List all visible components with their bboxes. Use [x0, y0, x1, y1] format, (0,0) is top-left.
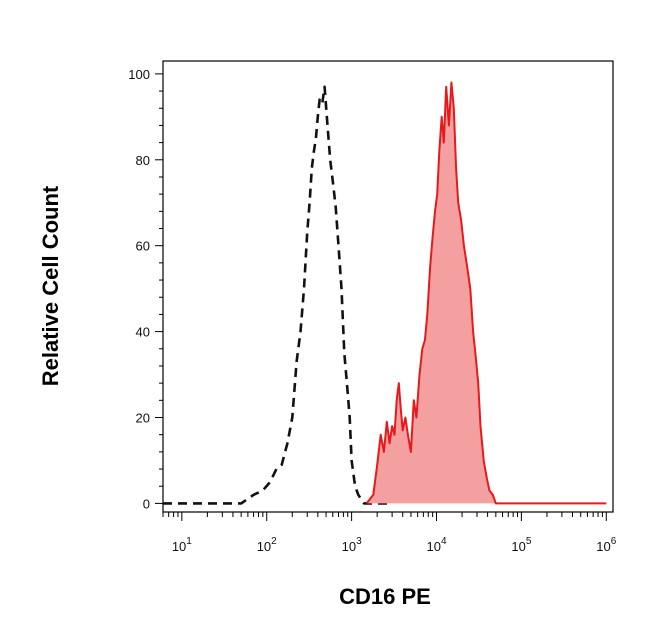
x-tick-label: 105	[511, 536, 531, 554]
axes-layer: 0 20 40 60 80 100 101 102 103 104 105 106	[128, 67, 616, 554]
x-tick-label: 106	[596, 536, 616, 554]
y-tick-label: 60	[136, 239, 150, 254]
y-axis-title: Relative Cell Count	[38, 185, 63, 386]
x-tick-label: 102	[257, 536, 277, 554]
stained-series-fill	[366, 82, 607, 504]
y-tick-label: 40	[136, 325, 150, 340]
series-layer	[163, 81, 607, 505]
plot-area	[162, 60, 614, 513]
y-tick-label: 80	[136, 153, 150, 168]
y-tick-label: 20	[136, 411, 150, 426]
x-tick-label: 104	[426, 536, 446, 554]
x-tick-label: 103	[342, 536, 362, 554]
stained-series-line	[365, 81, 607, 505]
y-tick-label: 0	[143, 496, 150, 511]
x-tick-label: 101	[172, 536, 192, 554]
y-tick-label: 100	[128, 67, 150, 82]
control-series-line	[163, 85, 393, 505]
plot-frame	[162, 60, 614, 513]
x-axis-title: CD16 PE	[339, 584, 431, 609]
